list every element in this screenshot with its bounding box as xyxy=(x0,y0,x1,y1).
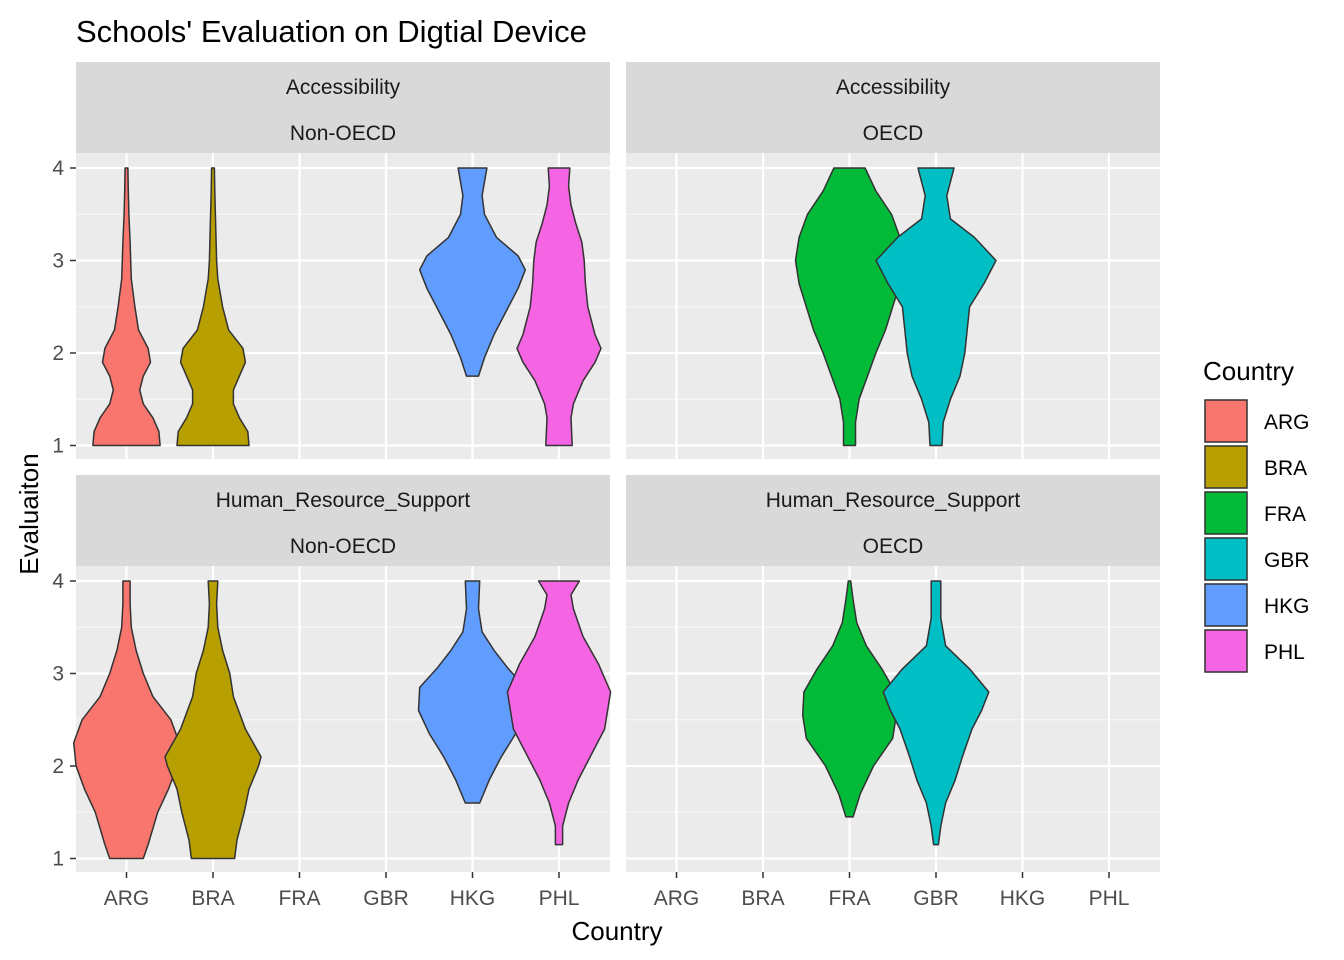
violin-fra xyxy=(801,580,898,818)
legend-label-gbr: GBR xyxy=(1264,549,1310,572)
legend: Country ARG BRA FRA GBR HKG PHL xyxy=(1203,356,1310,673)
violin-bra xyxy=(176,167,250,447)
x-tick-label: ARG xyxy=(104,887,150,910)
y-tick-label: 2 xyxy=(52,342,64,365)
y-tick-label: 3 xyxy=(52,250,64,273)
violin-gbr xyxy=(882,580,990,846)
x-tick-label: BRA xyxy=(191,887,234,910)
facet-strip-row-label: Accessibility xyxy=(286,76,401,99)
facet-strip-col-label: Non-OECD xyxy=(290,535,396,558)
legend-swatch-arg xyxy=(1204,399,1248,443)
x-tick-label: BRA xyxy=(741,887,784,910)
y-axis-title: Evaluaiton xyxy=(14,453,44,574)
x-tick-label: FRA xyxy=(279,887,321,910)
facet-panels: Accessibility Non-OECD 1 2 3 4 Accessibility OE… xyxy=(52,62,1160,910)
violin-phl xyxy=(506,580,612,846)
legend-swatch-bra xyxy=(1204,445,1248,489)
plot-background xyxy=(76,153,610,459)
x-tick-label: ARG xyxy=(654,887,700,910)
x-axis-title: Country xyxy=(571,916,662,946)
y-tick-label: 3 xyxy=(52,663,64,686)
legend-swatch-phl xyxy=(1204,629,1248,673)
violin-arg xyxy=(92,167,161,447)
facet-strip xyxy=(626,475,1160,566)
legend-label-arg: ARG xyxy=(1264,411,1310,434)
x-tick-label: HKG xyxy=(1000,887,1046,910)
legend-label-phl: PHL xyxy=(1264,641,1305,664)
facet-panel: Accessibility Non-OECD 1 2 3 4 xyxy=(52,62,610,459)
facet-strip xyxy=(626,62,1160,153)
y-tick-label: 2 xyxy=(52,755,64,778)
legend-swatch-fra xyxy=(1204,491,1248,535)
x-tick-label: PHL xyxy=(539,887,580,910)
facet-strip-col-label: Non-OECD xyxy=(290,122,396,145)
violin-phl xyxy=(516,167,602,447)
violin-bra xyxy=(164,580,262,860)
facet-strip-row-label: Human_Resource_Support xyxy=(216,489,471,512)
x-tick-label: PHL xyxy=(1089,887,1130,910)
y-tick-label: 1 xyxy=(52,435,64,458)
violin-fra xyxy=(794,167,905,447)
x-tick-label: FRA xyxy=(829,887,871,910)
legend-title: Country xyxy=(1203,356,1294,386)
facet-strip-col-label: OECD xyxy=(863,122,924,145)
facet-strip-col-label: OECD xyxy=(863,535,924,558)
legend-swatch-hkg xyxy=(1204,583,1248,627)
x-tick-label: GBR xyxy=(913,887,959,910)
x-tick-label: HKG xyxy=(450,887,496,910)
chart-title: Schools' Evaluation on Digtial Device xyxy=(76,14,587,49)
x-tick-label: GBR xyxy=(363,887,409,910)
legend-label-hkg: HKG xyxy=(1264,595,1310,618)
legend-label-fra: FRA xyxy=(1264,503,1306,526)
violin-gbr xyxy=(875,167,997,447)
y-tick-label: 1 xyxy=(52,848,64,871)
facet-strip-row-label: Accessibility xyxy=(836,76,951,99)
violin-hkg xyxy=(418,167,527,377)
facet-strip-row-label: Human_Resource_Support xyxy=(766,489,1021,512)
legend-swatch-gbr xyxy=(1204,537,1248,581)
legend-label-bra: BRA xyxy=(1264,457,1307,480)
y-tick-label: 4 xyxy=(52,157,64,180)
y-tick-label: 4 xyxy=(52,570,64,593)
facet-strip xyxy=(76,475,610,566)
facet-strip xyxy=(76,62,610,153)
